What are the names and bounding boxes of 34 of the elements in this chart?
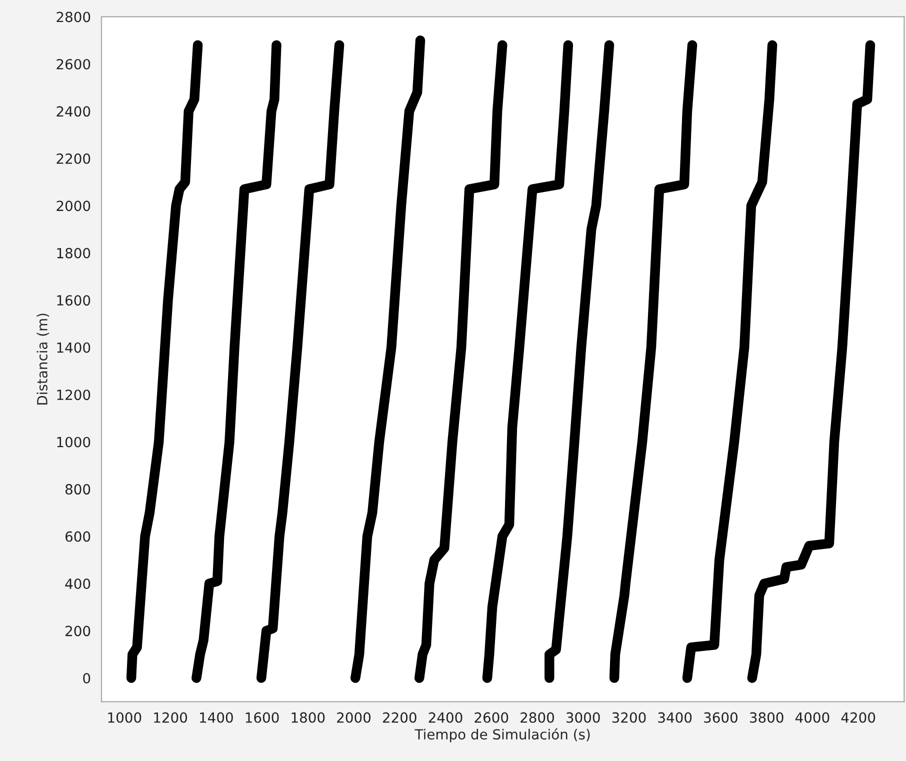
x-tick-label: 4000: [795, 712, 830, 723]
x-tick-label: 2400: [428, 712, 462, 723]
y-tick-label: 1000: [57, 436, 90, 448]
x-axis-title: Tiempo de Simulación (s): [414, 728, 590, 742]
y-tick-label: 600: [66, 531, 90, 542]
x-tick-label: 3000: [566, 712, 600, 723]
y-tick-label: 2800: [56, 12, 90, 22]
y-tick-label: 2000: [56, 200, 90, 212]
y-tick-label: 200: [66, 626, 90, 636]
x-tick-label: 2000: [337, 712, 371, 723]
x-tick-label: 3600: [704, 712, 738, 723]
x-tick-label: 1200: [154, 712, 188, 723]
x-tick-label: 1400: [200, 712, 233, 723]
y-tick-label: 1200: [57, 390, 90, 400]
y-tick-label: 0: [83, 672, 90, 684]
x-tick-label: 3200: [612, 712, 646, 723]
y-axis-title: Distancia (m): [36, 314, 50, 404]
x-tick-label: 3800: [750, 712, 784, 723]
y-tick-label: 2200: [56, 153, 90, 164]
y-tick-label: 1800: [57, 248, 90, 258]
y-tick-label: 1400: [57, 342, 90, 353]
x-tick-label: 4200: [841, 712, 876, 723]
x-tick-label: 2600: [474, 712, 508, 723]
x-tick-label: 2200: [382, 712, 416, 723]
x-tick-label: 1000: [108, 712, 142, 723]
y-tick-label: 800: [65, 484, 90, 495]
x-tick-label: 2800: [520, 712, 554, 723]
x-tick-label: 1600: [246, 712, 279, 723]
y-tick-label: 2400: [56, 106, 90, 117]
y-tick-label: 400: [65, 578, 90, 590]
y-tick-label: 1600: [57, 295, 90, 306]
y-tick-label: 2600: [56, 58, 90, 70]
x-tick-label: 1800: [292, 712, 325, 723]
x-tick-label: 3400: [658, 712, 692, 723]
